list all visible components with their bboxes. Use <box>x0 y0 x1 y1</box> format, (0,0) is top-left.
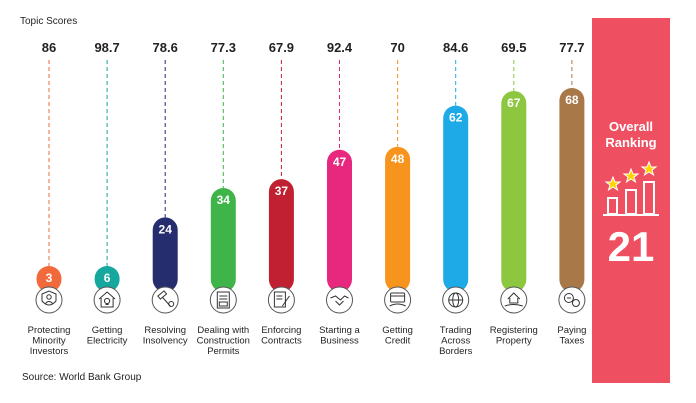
icon-circle <box>93 286 121 314</box>
category-label: Property <box>496 336 532 347</box>
category-label: Permits <box>207 346 239 357</box>
score-label: 67.9 <box>269 40 294 55</box>
score-label: 98.7 <box>94 40 119 55</box>
overall-ranking-panel: Overall Ranking 21 <box>592 18 670 383</box>
chart-title: Topic Scores <box>20 16 78 27</box>
bar <box>385 146 411 292</box>
bar <box>210 188 236 292</box>
category-label: Starting a <box>319 325 360 336</box>
rank-label: 47 <box>333 155 347 169</box>
bar <box>94 266 120 292</box>
rank-label: 3 <box>46 271 53 285</box>
score-label: 78.6 <box>153 40 178 55</box>
score-label: 77.7 <box>559 40 584 55</box>
icon-circle <box>384 286 412 314</box>
bar <box>36 266 62 292</box>
rank-label: 68 <box>565 93 579 107</box>
category-label: Getting <box>92 325 123 336</box>
icon-circle <box>326 286 353 314</box>
bar <box>559 88 585 292</box>
overall-title-line1: Overall <box>608 119 654 134</box>
rank-label: 67 <box>507 96 521 110</box>
overall-rank-value: 21 <box>607 223 655 270</box>
score-label: 69.5 <box>501 40 526 55</box>
icon-circle <box>558 286 586 314</box>
category-label: Getting <box>382 325 413 336</box>
rank-label: 37 <box>275 184 289 198</box>
rank-label: 6 <box>104 271 111 285</box>
score-label: 86 <box>42 40 56 55</box>
icon-circle <box>209 286 237 314</box>
bar <box>327 149 352 292</box>
score-label: 84.6 <box>443 40 468 55</box>
category-label: Business <box>320 336 359 347</box>
category-label: Enforcing <box>261 325 301 336</box>
rank-label: 48 <box>391 152 405 166</box>
category-label: Credit <box>385 336 411 347</box>
house-hand-icon <box>504 292 523 307</box>
gavel-icon <box>157 290 175 307</box>
category-label: Minority <box>32 336 66 347</box>
bar <box>268 179 294 292</box>
category-label: Construction <box>197 336 250 347</box>
icon-circle <box>500 286 528 314</box>
shield-person-icon <box>41 290 57 306</box>
overall-title-line2: Ranking <box>605 135 657 150</box>
category-label: Investors <box>30 346 69 357</box>
category-label: Contracts <box>261 336 302 347</box>
source-note: Source: World Bank Group <box>22 372 142 383</box>
permit-document-icon <box>216 291 230 309</box>
category-label: Registering <box>490 325 538 336</box>
category-label: Across <box>441 336 470 347</box>
contract-pen-icon <box>273 291 290 308</box>
score-label: 77.3 <box>211 40 236 55</box>
category-label: Taxes <box>559 336 584 347</box>
category-label: Trading <box>440 325 472 336</box>
rank-label: 34 <box>217 193 231 207</box>
category-label: Insolvency <box>143 336 188 347</box>
category-label: Electricity <box>87 336 128 347</box>
rank-label: 62 <box>449 111 463 125</box>
ranking-bars-stars-icon <box>603 160 659 216</box>
house-bulb-icon <box>98 291 116 308</box>
handshake-icon <box>330 295 349 306</box>
globe-trade-icon <box>448 292 464 308</box>
category-label: Protecting <box>28 325 71 336</box>
category-label: Resolving <box>144 325 186 336</box>
category-label: Dealing with <box>197 325 249 336</box>
score-label: 70 <box>390 40 404 55</box>
rank-label: 24 <box>159 222 173 236</box>
credit-card-hand-icon <box>389 292 406 307</box>
icon-circle <box>267 286 295 314</box>
category-label: Paying <box>557 325 586 336</box>
score-label: 92.4 <box>327 40 353 55</box>
bar <box>501 90 527 292</box>
bar <box>152 217 178 292</box>
bar <box>443 105 469 292</box>
tax-coins-icon <box>563 293 580 307</box>
category-label: Borders <box>439 346 473 357</box>
